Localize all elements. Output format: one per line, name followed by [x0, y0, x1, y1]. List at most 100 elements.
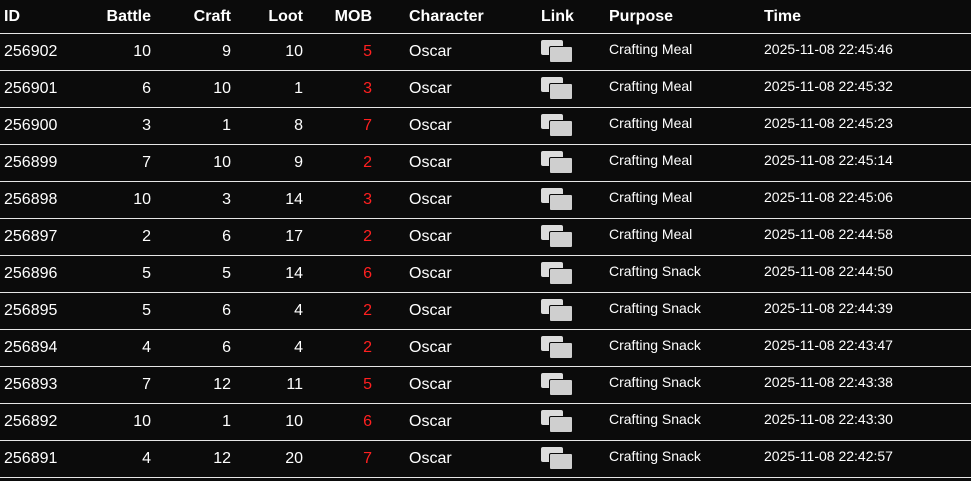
cell-craft: 10 — [151, 144, 231, 182]
cell-mob: 6 — [303, 255, 372, 293]
cell-craft: 5 — [151, 255, 231, 293]
table-row: 256901 6 10 1 3 Oscar Crafting Meal 2025… — [0, 70, 971, 108]
cell-mob: 2 — [303, 329, 372, 367]
cell-link[interactable] — [541, 181, 609, 219]
cell-id: 256897 — [0, 218, 104, 256]
cell-craft: 6 — [151, 329, 231, 367]
chat-icon[interactable] — [541, 187, 573, 212]
cell-link[interactable] — [541, 292, 609, 330]
cell-loot: 10 — [231, 33, 303, 71]
cell-craft: 6 — [151, 218, 231, 256]
chat-icon[interactable] — [541, 76, 573, 101]
cell-time: 2025-11-08 22:45:46 — [764, 33, 971, 71]
cell-id: 256892 — [0, 403, 104, 441]
cell-mob: 7 — [303, 107, 372, 145]
table-row: 256894 4 6 4 2 Oscar Crafting Snack 2025… — [0, 329, 971, 367]
cell-link[interactable] — [541, 329, 609, 367]
cell-purpose: Crafting Snack — [609, 292, 764, 330]
header-battle: Battle — [106, 7, 151, 25]
cell-link[interactable] — [541, 144, 609, 182]
header-craft: Craft — [193, 7, 231, 25]
cell-link[interactable] — [541, 366, 609, 404]
cell-loot: 8 — [231, 107, 303, 145]
chat-icon[interactable] — [541, 298, 573, 323]
chat-icon[interactable] — [541, 446, 573, 471]
cell-link[interactable] — [541, 70, 609, 108]
cell-time: 2025-11-08 22:44:50 — [764, 255, 971, 293]
header-mob: MOB — [334, 7, 372, 25]
chat-icon[interactable] — [541, 409, 573, 434]
cell-loot: 4 — [231, 292, 303, 330]
cell-battle: 7 — [104, 366, 151, 404]
chat-icon[interactable] — [541, 39, 573, 64]
cell-character: Oscar — [409, 70, 541, 108]
cell-purpose: Crafting Meal — [609, 107, 764, 145]
cell-battle: 10 — [104, 33, 151, 71]
cell-craft: 6 — [151, 292, 231, 330]
cell-mob: 3 — [303, 181, 372, 219]
header-time: Time — [764, 7, 802, 25]
cell-id: 256898 — [0, 181, 104, 219]
table-row: 256899 7 10 9 2 Oscar Crafting Meal 2025… — [0, 144, 971, 182]
table-row: 256902 10 9 10 5 Oscar Crafting Meal 202… — [0, 33, 971, 71]
cell-mob: 3 — [303, 70, 372, 108]
cell-battle: 7 — [104, 144, 151, 182]
cell-character: Oscar — [409, 440, 541, 478]
chat-icon[interactable] — [541, 113, 573, 138]
cell-character: Oscar — [409, 33, 541, 71]
cell-mob: 2 — [303, 144, 372, 182]
cell-link[interactable] — [541, 403, 609, 441]
table-row: 256897 2 6 17 2 Oscar Crafting Meal 2025… — [0, 218, 971, 256]
cell-loot: 1 — [231, 70, 303, 108]
header-purpose: Purpose — [609, 7, 674, 25]
cell-purpose: Crafting Meal — [609, 218, 764, 256]
chat-icon[interactable] — [541, 372, 573, 397]
cell-purpose: Crafting Snack — [609, 366, 764, 404]
cell-battle: 5 — [104, 292, 151, 330]
cell-id: 256899 — [0, 144, 104, 182]
cell-link[interactable] — [541, 218, 609, 256]
cell-character: Oscar — [409, 144, 541, 182]
cell-id: 256891 — [0, 440, 104, 478]
chat-icon[interactable] — [541, 150, 573, 175]
cell-link[interactable] — [541, 107, 609, 145]
cell-battle: 5 — [104, 255, 151, 293]
cell-purpose: Crafting Snack — [609, 255, 764, 293]
cell-id: 256902 — [0, 33, 104, 71]
cell-character: Oscar — [409, 292, 541, 330]
cell-craft: 9 — [151, 33, 231, 71]
cell-id: 256900 — [0, 107, 104, 145]
cell-loot: 11 — [231, 366, 303, 404]
table-row: 256898 10 3 14 3 Oscar Crafting Meal 202… — [0, 181, 971, 219]
table-row: 256893 7 12 11 5 Oscar Crafting Snack 20… — [0, 366, 971, 404]
cell-battle: 10 — [104, 403, 151, 441]
cell-craft: 12 — [151, 440, 231, 478]
chat-icon[interactable] — [541, 335, 573, 360]
cell-time: 2025-11-08 22:44:58 — [764, 218, 971, 256]
cell-link[interactable] — [541, 33, 609, 71]
cell-battle: 4 — [104, 440, 151, 478]
cell-battle: 10 — [104, 181, 151, 219]
cell-link[interactable] — [541, 440, 609, 478]
table-row: 256900 3 1 8 7 Oscar Crafting Meal 2025-… — [0, 107, 971, 145]
cell-craft: 1 — [151, 403, 231, 441]
cell-craft: 3 — [151, 181, 231, 219]
cell-battle: 3 — [104, 107, 151, 145]
cell-mob: 7 — [303, 440, 372, 478]
cell-purpose: Crafting Meal — [609, 181, 764, 219]
cell-purpose: Crafting Meal — [609, 70, 764, 108]
cell-link[interactable] — [541, 255, 609, 293]
cell-mob: 2 — [303, 292, 372, 330]
cell-time: 2025-11-08 22:44:39 — [764, 292, 971, 330]
chat-icon[interactable] — [541, 224, 573, 249]
header-row: ID Battle Craft Loot MOB Character Link … — [0, 0, 971, 34]
chat-icon[interactable] — [541, 261, 573, 286]
cell-time: 2025-11-08 22:45:23 — [764, 107, 971, 145]
cell-loot: 9 — [231, 144, 303, 182]
cell-battle: 4 — [104, 329, 151, 367]
cell-craft: 1 — [151, 107, 231, 145]
cell-battle: 2 — [104, 218, 151, 256]
cell-id: 256895 — [0, 292, 104, 330]
cell-mob: 6 — [303, 403, 372, 441]
cell-craft: 12 — [151, 366, 231, 404]
